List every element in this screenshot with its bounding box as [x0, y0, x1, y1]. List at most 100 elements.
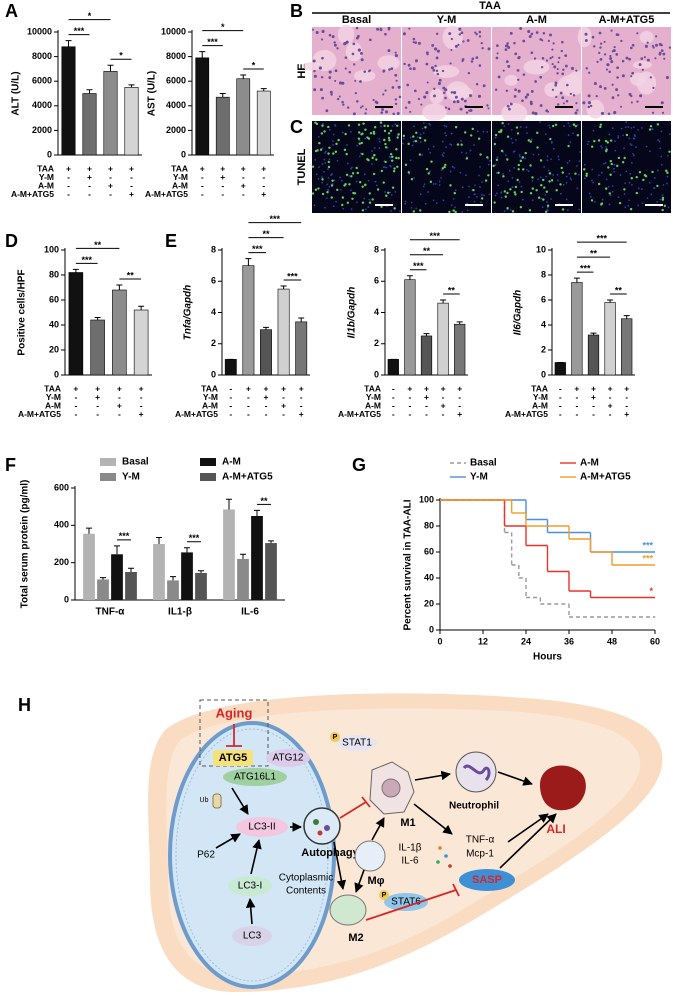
error-bar [260, 88, 267, 92]
condition-mark: - [262, 172, 265, 182]
nucleus [354, 91, 357, 95]
nucleus [593, 82, 597, 85]
nucleus [583, 163, 586, 166]
nucleus [403, 62, 406, 66]
tunel-signal [549, 137, 552, 141]
nucleus [576, 187, 579, 190]
tunel-signal [351, 197, 354, 200]
tunel-signal [395, 148, 398, 151]
nucleus [452, 100, 456, 104]
tunel-signal [551, 124, 555, 128]
tunel-signal [368, 192, 371, 195]
nucleus [603, 53, 607, 56]
nucleus [512, 150, 515, 153]
tunel-signal [484, 179, 488, 182]
tunel-signal [318, 141, 321, 145]
nucleus [444, 132, 447, 134]
nucleus [578, 173, 580, 176]
bar [90, 319, 105, 376]
significance-label: *** [189, 533, 200, 543]
column-label: Basal [342, 14, 371, 26]
significance-label: *** [74, 26, 85, 36]
nucleus [545, 59, 549, 62]
condition-mark: - [88, 180, 91, 190]
nucleus [547, 39, 550, 42]
nucleus [443, 124, 446, 127]
nucleus [541, 39, 544, 42]
condition-mark: - [282, 409, 285, 419]
nucleus [517, 56, 521, 60]
nucleus [628, 57, 631, 61]
nucleus [342, 103, 345, 106]
condition-mark: - [201, 180, 204, 190]
nucleus [495, 192, 498, 195]
nucleus [641, 68, 644, 71]
nucleus [423, 183, 426, 186]
tunel-signal [531, 176, 534, 179]
bar [133, 309, 149, 376]
cytokine [448, 864, 452, 868]
nucleus [478, 64, 482, 67]
nucleus [658, 42, 662, 46]
condition-label: TAA [531, 383, 548, 393]
nucleus [359, 152, 362, 155]
nucleus [632, 126, 635, 129]
nucleus [442, 199, 445, 202]
nucleus [548, 126, 551, 129]
nucleus [582, 101, 586, 105]
nucleus [575, 69, 578, 72]
tunel-signal [543, 186, 546, 189]
nucleus [657, 139, 659, 141]
nucleus [629, 172, 632, 175]
tunel-signal [661, 196, 665, 200]
nucleus [332, 144, 334, 146]
nucleus [449, 143, 452, 146]
tunel-signal [423, 139, 427, 142]
nucleus [429, 170, 431, 173]
panel-letter: F [5, 455, 16, 475]
nucleus [374, 180, 377, 183]
nucleus [453, 166, 456, 169]
nucleus [390, 210, 392, 212]
significance-label: ** [260, 496, 268, 506]
autophagosome [303, 807, 341, 845]
nucleus [555, 95, 558, 99]
nucleus [350, 167, 352, 170]
condition-mark: + [241, 163, 246, 173]
nucleus [363, 70, 367, 73]
tunel-signal [334, 150, 338, 153]
nucleus [586, 143, 589, 146]
tunel-signal [522, 168, 525, 171]
nucleus [328, 33, 332, 37]
nucleus [636, 32, 639, 35]
y-tick-label: 6 [211, 276, 216, 286]
nucleus [557, 61, 560, 64]
nucleus [659, 198, 662, 201]
nucleus [640, 126, 643, 129]
nucleus [539, 75, 543, 79]
nucleus [432, 145, 435, 148]
tunel-signal [606, 141, 609, 144]
nucleus [569, 125, 571, 128]
tunel-signal [616, 164, 619, 168]
bar [181, 552, 193, 600]
nucleus [412, 41, 415, 44]
nucleus [630, 144, 633, 146]
tunel-signal [364, 128, 367, 131]
tunel-signal [388, 139, 391, 142]
nucleus [521, 198, 524, 201]
nucleus [620, 127, 623, 130]
bar [621, 318, 633, 376]
nucleus [662, 184, 665, 186]
nucleus [406, 83, 410, 87]
nucleus [432, 183, 435, 185]
nucleus [324, 152, 327, 154]
nucleus [389, 165, 392, 168]
tunel-signal [504, 195, 508, 198]
y-tick-label: 10000 [161, 26, 186, 36]
nucleus [397, 85, 401, 89]
condition-mark: - [118, 392, 121, 402]
nucleus [601, 146, 603, 149]
nucleus [419, 133, 422, 136]
nucleus [594, 201, 596, 203]
